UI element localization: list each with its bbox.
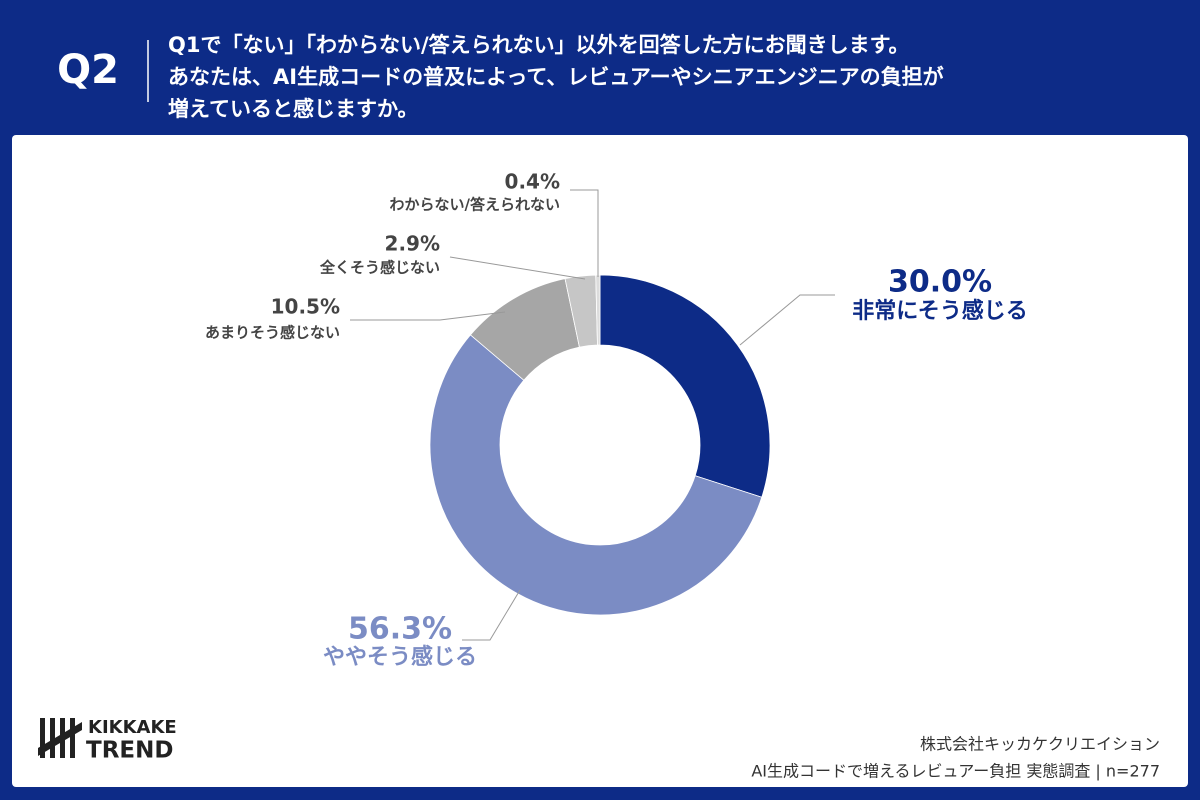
leader-line — [739, 294, 835, 346]
logo-icon — [38, 718, 82, 758]
value-label: 0.4% — [505, 170, 560, 194]
value-label: 30.0% — [888, 265, 992, 300]
donut-slice — [595, 274, 601, 346]
donut-slice — [599, 274, 771, 498]
category-label: わからない/答えられない — [390, 196, 560, 214]
value-label: 2.9% — [385, 232, 440, 256]
category-label: あまりそう感じない — [205, 324, 340, 342]
question-line: 増えていると感じますか。 — [168, 97, 419, 121]
question-line: Q1で「ない」「わからない/答えられない」以外を回答した方にお聞きします。 — [168, 33, 910, 57]
category-label: 全くそう感じない — [319, 259, 440, 277]
leader-line — [350, 311, 506, 321]
source: 株式会社キッカケクリエイション — [920, 735, 1160, 754]
category-label: 非常にそう感じる — [852, 298, 1028, 324]
value-label: 10.5% — [271, 295, 340, 319]
question-line: あなたは、AI生成コードの普及によって、レビュアーやシニアエンジニアの負担が — [168, 65, 944, 89]
logo-text: TREND — [86, 738, 173, 764]
leader-line — [570, 189, 599, 277]
panel — [12, 135, 1188, 787]
donut-slice — [429, 334, 763, 616]
question-label: Q2 — [57, 47, 119, 93]
category-label: ややそう感じる — [323, 644, 477, 670]
value-label: 56.3% — [348, 612, 452, 647]
leader-line — [462, 589, 521, 641]
logo-text: KIKKAKE — [88, 717, 177, 738]
source: AI生成コードで増えるレビュアー負担 実態調査 | n=277 — [751, 762, 1160, 781]
leader-line — [449, 256, 586, 280]
